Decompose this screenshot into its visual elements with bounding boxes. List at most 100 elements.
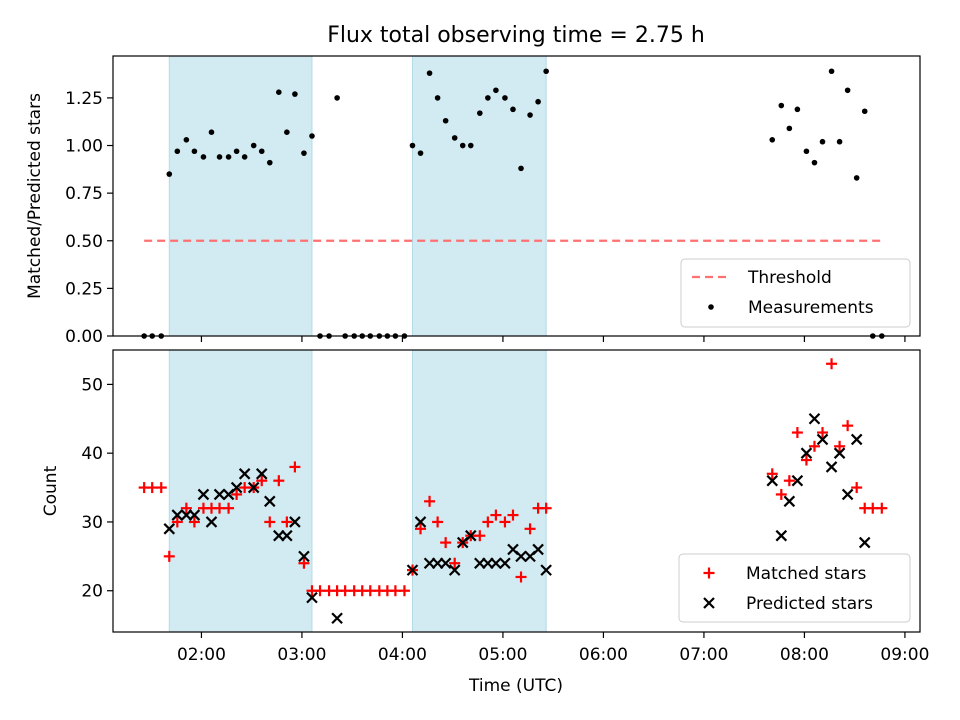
bottom-x-tick-label: 03:00 (277, 645, 326, 665)
top-axes-frame (112, 55, 921, 337)
measurement-point (258, 148, 265, 155)
bottom-x-tick-label: 02:00 (177, 645, 226, 665)
predicted-star-point (858, 536, 871, 549)
bottom-x-tick-label: 07:00 (679, 645, 728, 665)
measurement-point (819, 138, 826, 145)
measurement-point (426, 70, 433, 76)
legend-x-marker (703, 597, 715, 609)
legend-threshold-label: Threshold (747, 268, 832, 288)
legend-plus-marker (703, 567, 715, 579)
measurement-point (459, 142, 466, 149)
matched-star-point (223, 502, 235, 514)
predicted-star-point (205, 516, 218, 528)
top-y-tick-label: 0.25 (65, 279, 103, 299)
measurement-point (334, 95, 340, 101)
bottom-x-tick-label: 06:00 (579, 645, 628, 665)
measurement-point (309, 133, 315, 139)
matched-star-point (231, 488, 243, 500)
legend-predicted-label: Predicted stars (746, 594, 873, 614)
predicted-star-point (188, 509, 201, 521)
predicted-star-point (406, 564, 419, 576)
matched-star-point (851, 482, 863, 494)
bottom-x-tick-label: 05:00 (478, 645, 527, 665)
matched-star-point (834, 440, 846, 452)
measurement-point (811, 159, 818, 166)
matched-star-point (256, 475, 268, 487)
predicted-star-point (331, 612, 343, 625)
matched-star-point (800, 454, 812, 466)
measurement-point (225, 154, 232, 160)
measurement-point (208, 129, 215, 135)
bottom-y-axis-label: Count (41, 465, 61, 516)
chart-title: Flux total observing time = 2.75 h (327, 23, 705, 48)
matched-star-point (163, 550, 175, 562)
measurement-point (502, 95, 508, 101)
predicted-star-point (499, 557, 511, 569)
predicted-star-point (783, 495, 796, 508)
matched-star-point (876, 502, 888, 514)
matched-star-point (817, 427, 829, 439)
matched-star-point (155, 482, 167, 494)
bottom-axes-frame (112, 349, 921, 633)
bottom-y-axis-ticks: 20 30 40 50 (81, 375, 113, 602)
predicted-star-point (255, 468, 268, 480)
predicted-star-point (532, 543, 544, 556)
measurement-point (828, 68, 835, 75)
measurement-point (442, 117, 449, 124)
matched-star-point (791, 427, 803, 439)
measurement-point (836, 138, 843, 145)
matched-star-point (826, 358, 838, 370)
predicted-star-point (800, 447, 813, 459)
predicted-star-point (238, 468, 251, 480)
top-panel: 0.00 0.25 0.50 0.75 1.00 1.25 Matched/Predict… (25, 55, 921, 347)
predicted-star-point (791, 474, 804, 487)
matched-stars-points (138, 358, 888, 597)
predicted-star-point (841, 488, 854, 501)
matched-star-point (482, 516, 494, 528)
measurement-point (467, 142, 474, 149)
top-x-axis-ticks (200, 336, 906, 342)
matched-star-point (171, 516, 183, 528)
matched-star-point (515, 571, 527, 583)
matched-star-point (432, 516, 444, 528)
top-y-tick-label: 0.50 (65, 232, 103, 252)
predicted-star-point (850, 433, 863, 446)
legend-matched-swatch (703, 567, 715, 579)
measurement-point (301, 150, 307, 156)
measurement-point (241, 154, 248, 160)
measurement-point (844, 87, 851, 94)
matched-star-point (264, 516, 276, 528)
matched-star-point (808, 440, 820, 452)
predicted-star-point (540, 564, 552, 576)
predicted-star-point (439, 557, 452, 569)
matched-star-point (499, 516, 511, 528)
bottom-x-tick-label: 08:00 (780, 645, 829, 665)
measurement-point (409, 142, 416, 149)
measurement-point (451, 135, 458, 141)
predicted-star-point (515, 550, 527, 563)
predicted-star-point (825, 461, 838, 473)
matched-star-point (281, 516, 293, 528)
measurement-point (786, 125, 793, 132)
matched-star-point (440, 537, 452, 549)
matched-star-point (273, 475, 285, 487)
predicted-star-point (230, 481, 243, 494)
legend-matched-label: Matched stars (746, 564, 866, 584)
measurement-point (535, 98, 541, 105)
predicted-stars-points (163, 413, 871, 625)
matched-star-point (842, 420, 854, 432)
legend-predicted-swatch (703, 597, 715, 609)
measurement-point (485, 95, 491, 101)
measurement-point (493, 87, 499, 94)
observing-interval-band (411, 55, 547, 337)
matched-star-point (783, 475, 795, 487)
top-y-tick-label: 0.00 (65, 327, 103, 347)
top-y-axis-label: Matched/Predicted stars (25, 93, 45, 299)
bottom-legend: Matched stars Predicted stars (678, 553, 911, 623)
predicted-star-point (197, 488, 210, 501)
measurement-point (853, 175, 860, 181)
measurement-point (233, 148, 240, 155)
bottom-y-tick-label: 30 (81, 513, 103, 533)
measurement-point (276, 89, 282, 95)
matched-star-point (766, 468, 778, 480)
